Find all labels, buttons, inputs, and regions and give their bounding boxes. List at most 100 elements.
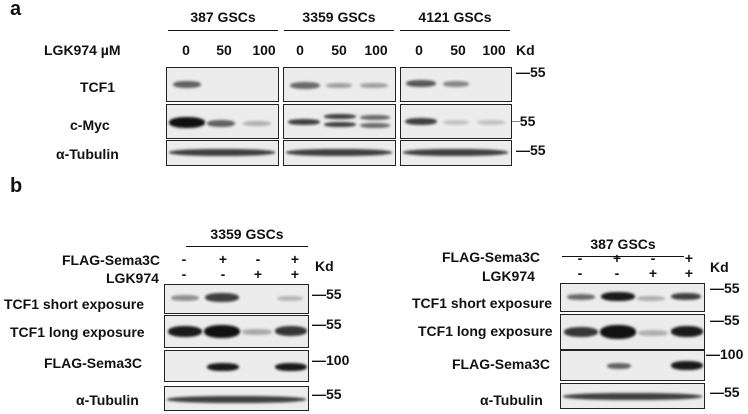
panel-b-label: b (10, 175, 23, 197)
blot-tubulin-4121 (400, 140, 512, 166)
dose-label: 50 (450, 42, 466, 58)
row-label-tcf1-short: TCF1 short exposure (412, 295, 553, 311)
row-label-tubulin: α-Tubulin (56, 146, 119, 162)
blot-tubulin-387 (166, 140, 279, 166)
band (326, 83, 352, 88)
row-label-flag-sema3c: FLAG-Sema3C (452, 356, 551, 372)
group-header-3359-b: 3359 GSCs (210, 226, 284, 242)
sign: + (290, 266, 300, 282)
dose-label: 0 (296, 42, 304, 58)
band (275, 363, 307, 371)
row-label-cmyc: c-Myc (70, 117, 110, 133)
dose-label: 100 (482, 42, 506, 58)
sign: - (220, 266, 226, 282)
blot-tcf1-short-3359 (164, 284, 309, 314)
kd-marker: —55 (710, 280, 740, 296)
blot-cmyc-4121 (400, 104, 512, 139)
band (600, 325, 636, 339)
dose-label: 50 (331, 42, 347, 58)
dose-label: 100 (364, 42, 388, 58)
kd-marker: —55 (312, 316, 342, 332)
band (403, 149, 508, 156)
sign: - (577, 250, 583, 266)
band (567, 294, 595, 300)
blot-tcf1-long-3359 (164, 315, 309, 348)
group-underline (186, 246, 308, 247)
group-underline (562, 256, 684, 257)
kd-header: Kd (315, 258, 334, 274)
treatment-label: LGK974 µM (44, 42, 121, 58)
sign: + (684, 265, 694, 281)
group-header-4121: 4121 GSCs (418, 9, 492, 25)
band (637, 296, 665, 301)
kd-header: Kd (516, 42, 535, 58)
band (360, 123, 390, 128)
blot-cmyc-387 (166, 104, 279, 139)
dose-label: 100 (252, 42, 276, 58)
band (168, 326, 202, 337)
band (406, 80, 436, 87)
band (243, 121, 271, 126)
sign: + (648, 265, 658, 281)
band (638, 330, 668, 336)
blot-cmyc-3359 (283, 104, 396, 139)
band (288, 119, 320, 125)
row-label-tcf1-short: TCF1 short exposure (4, 296, 145, 312)
band (671, 361, 703, 370)
sign: - (255, 251, 261, 267)
band (324, 122, 356, 127)
band (173, 81, 201, 88)
sign: - (181, 251, 187, 267)
band (242, 329, 272, 335)
band (360, 115, 390, 120)
band (671, 326, 703, 337)
group-underline (284, 30, 394, 31)
kd-header: Kd (710, 259, 729, 275)
sign: - (614, 265, 620, 281)
row-label-tcf1-long: TCF1 long exposure (418, 323, 553, 339)
band (207, 363, 239, 371)
band (671, 293, 701, 300)
blot-tubulin-3359 (283, 140, 396, 166)
kd-marker-tubulin: —55 (516, 142, 546, 158)
band (171, 295, 199, 301)
group-header-3359: 3359 GSCs (302, 9, 376, 25)
dose-label: 0 (415, 42, 423, 58)
band (204, 325, 240, 338)
blot-flag-3359 (164, 350, 309, 382)
sign: - (181, 266, 187, 282)
band (601, 292, 635, 301)
sign: + (218, 251, 228, 267)
kd-marker: —55 (710, 384, 740, 400)
band (205, 293, 239, 302)
blot-tcf1-3359 (283, 67, 396, 102)
condition-label-lgk: LGK974 (482, 268, 535, 284)
band (443, 81, 469, 87)
panel-a-label: a (10, 0, 22, 20)
group-header-387: 387 GSCs (190, 9, 256, 25)
band (286, 149, 392, 156)
kd-marker: —55 (312, 286, 342, 302)
band (360, 83, 388, 88)
band (607, 363, 631, 369)
band (405, 118, 437, 125)
group-underline (400, 30, 510, 31)
row-label-flag-sema3c: FLAG-Sema3C (44, 355, 143, 371)
kd-marker: —100 (312, 352, 350, 368)
band (277, 296, 303, 301)
band (290, 82, 320, 89)
dose-label: 0 (182, 42, 190, 58)
condition-label-flag: FLAG-Sema3C (442, 249, 541, 265)
blot-tcf1-387 (166, 67, 279, 102)
band (324, 114, 356, 119)
sign: - (650, 250, 656, 266)
condition-label-lgk: LGK974 (106, 270, 159, 286)
sign: + (253, 266, 263, 282)
row-label-tcf1: TCF1 (80, 79, 115, 95)
band (169, 149, 275, 156)
blot-tubulin-3359-b (164, 386, 309, 411)
kd-marker: —100 (706, 346, 744, 362)
row-label-tcf1-long: TCF1 long exposure (10, 324, 145, 340)
band (563, 393, 702, 400)
blot-flag-387 (560, 350, 705, 381)
